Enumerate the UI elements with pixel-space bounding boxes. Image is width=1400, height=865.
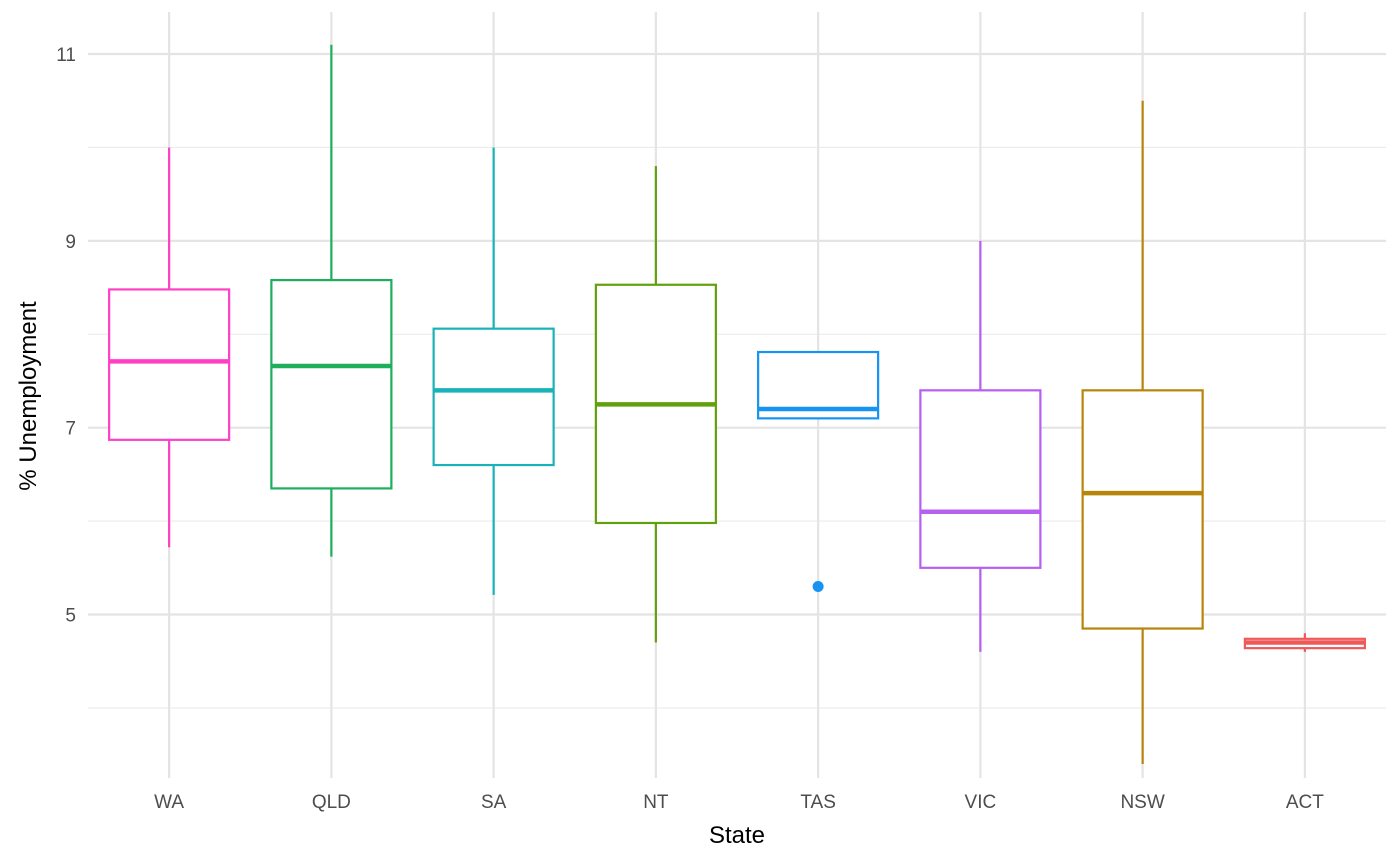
x-tick-label: NSW <box>1120 792 1164 813</box>
x-axis-title: State <box>709 822 765 849</box>
y-axis-title: % Unemployment <box>15 301 42 491</box>
box-tas <box>757 350 880 592</box>
box-iqr <box>270 279 393 490</box>
box-iqr <box>919 389 1042 569</box>
box-nsw <box>1081 100 1204 764</box>
box-layer <box>108 44 1366 764</box>
x-tick-label: QLD <box>312 792 351 813</box>
y-tick-labels: 5 7 9 11 <box>56 45 76 626</box>
box-qld <box>270 44 393 557</box>
x-tick-label: VIC <box>965 792 997 813</box>
box-iqr <box>1081 389 1204 630</box>
box-wa <box>108 147 231 548</box>
box-vic <box>919 240 1042 652</box>
y-tick-label: 11 <box>56 45 76 66</box>
box-act <box>1243 633 1366 652</box>
x-tick-label: ACT <box>1286 792 1324 813</box>
y-tick-label: 7 <box>65 419 76 440</box>
x-tick-label: SA <box>481 792 507 813</box>
box-iqr <box>108 288 231 441</box>
x-tick-label: NT <box>643 792 669 813</box>
y-tick-label: 5 <box>65 606 76 627</box>
box-nt <box>594 166 717 643</box>
box-sa <box>432 147 555 595</box>
x-tick-labels: WA QLD SA NT TAS VIC NSW ACT <box>154 792 1324 813</box>
outlier-point <box>812 581 824 592</box>
x-tick-label: TAS <box>800 792 836 813</box>
box-iqr <box>432 327 555 467</box>
y-tick-label: 9 <box>65 232 76 253</box>
x-tick-label: WA <box>154 792 184 813</box>
